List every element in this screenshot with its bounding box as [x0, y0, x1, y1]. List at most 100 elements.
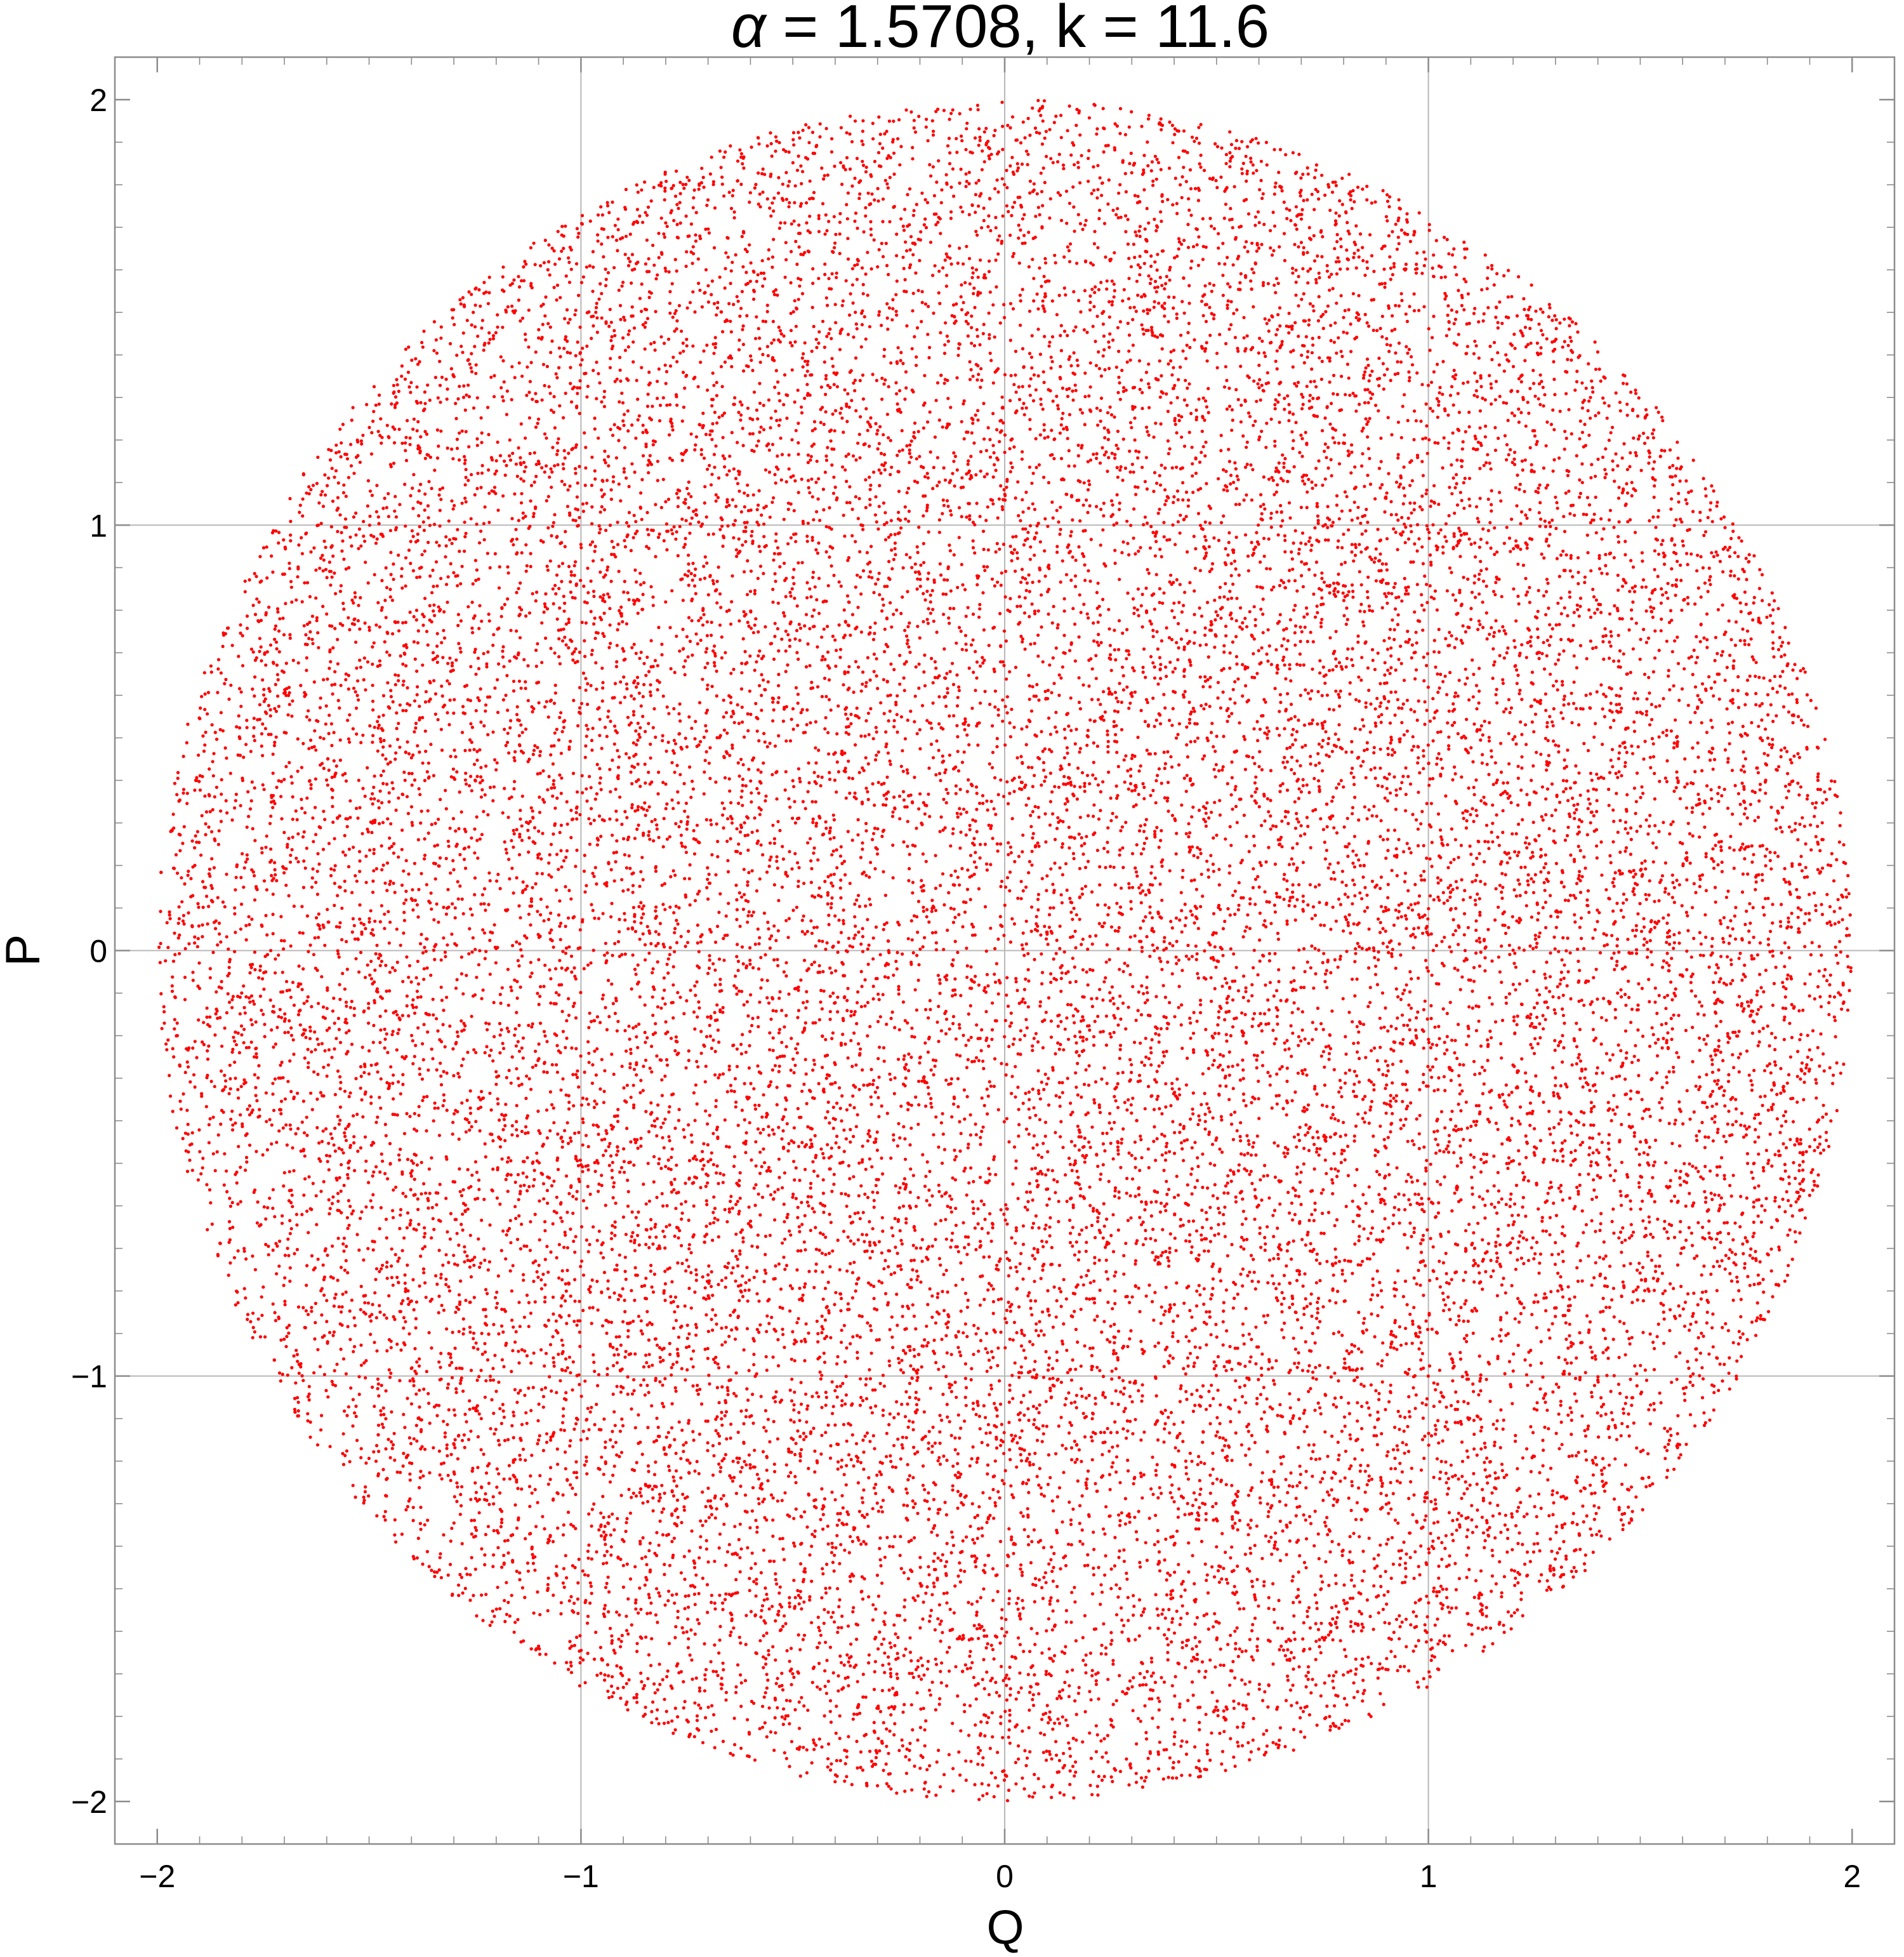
data-point [837, 580, 841, 584]
data-point [1502, 1099, 1506, 1103]
data-point [634, 1494, 638, 1498]
data-point [1634, 934, 1637, 938]
data-point [830, 1146, 833, 1150]
data-point [758, 649, 762, 653]
data-point [1397, 903, 1401, 907]
data-point [1632, 887, 1636, 891]
data-point [761, 1450, 765, 1454]
data-point [600, 1174, 604, 1178]
data-point [1554, 743, 1557, 747]
data-point [1121, 688, 1125, 692]
data-point [986, 225, 990, 229]
data-point [473, 559, 478, 562]
data-point [1452, 858, 1456, 861]
data-point [778, 399, 782, 403]
data-point [1107, 687, 1111, 691]
data-point [860, 985, 864, 988]
data-point [1281, 581, 1286, 585]
data-point [341, 1292, 345, 1296]
data-point [176, 776, 180, 780]
data-point [338, 1075, 342, 1078]
data-point [1061, 1146, 1065, 1150]
data-point [1661, 1292, 1665, 1296]
data-point [1358, 543, 1361, 547]
data-point [1132, 606, 1136, 610]
data-point [842, 166, 845, 169]
data-point [784, 961, 788, 965]
data-point [1155, 1607, 1159, 1611]
data-point [982, 1104, 986, 1108]
data-point [665, 705, 669, 709]
data-point [369, 959, 373, 964]
data-point [1392, 1346, 1396, 1350]
data-point [458, 790, 461, 794]
data-point [1337, 723, 1341, 727]
data-point [751, 1486, 755, 1490]
data-point [1525, 546, 1529, 550]
data-point [1107, 315, 1111, 319]
data-point [1313, 1341, 1317, 1345]
data-point [385, 650, 389, 654]
data-point [405, 1004, 409, 1008]
data-point [1275, 367, 1279, 371]
data-point [1809, 698, 1813, 703]
data-point [1048, 733, 1052, 736]
data-point [414, 726, 418, 730]
data-point [1821, 1103, 1825, 1107]
data-point [1511, 1548, 1514, 1551]
data-point [1494, 1240, 1498, 1244]
data-point [1137, 1286, 1140, 1290]
data-point [418, 705, 421, 708]
data-point [892, 119, 896, 123]
data-point [762, 428, 766, 432]
data-point [538, 1652, 542, 1656]
data-point [1641, 1508, 1644, 1511]
data-point [1589, 1164, 1593, 1167]
data-point [1560, 1287, 1564, 1291]
data-point [1097, 350, 1101, 354]
data-point [1143, 515, 1147, 519]
data-point [1002, 1452, 1006, 1456]
data-point [636, 738, 640, 742]
data-point [824, 1390, 828, 1395]
data-point [589, 609, 593, 614]
data-point [937, 1456, 941, 1459]
data-point [746, 1014, 750, 1018]
data-point [922, 514, 925, 518]
data-point [1057, 520, 1061, 524]
data-point [294, 598, 298, 602]
data-point [1132, 1604, 1136, 1609]
data-point [1561, 680, 1564, 684]
data-point [474, 1120, 478, 1124]
data-point [515, 1526, 519, 1530]
data-point [545, 905, 549, 909]
data-point [1134, 803, 1138, 807]
data-point [173, 931, 176, 935]
data-point [1310, 192, 1314, 196]
data-point [1429, 499, 1433, 503]
data-point [1525, 846, 1529, 850]
data-point [1351, 1368, 1354, 1372]
data-point [1636, 745, 1640, 749]
data-point [1420, 593, 1424, 597]
data-point [1014, 496, 1017, 500]
data-point [773, 385, 777, 389]
data-point [1102, 980, 1106, 984]
data-point [1281, 1106, 1285, 1110]
data-point [401, 662, 405, 666]
data-point [777, 649, 781, 653]
data-point [592, 875, 596, 879]
data-point [889, 361, 893, 365]
data-point [477, 1237, 480, 1241]
data-point [463, 483, 467, 487]
data-point [210, 1222, 214, 1226]
data-point [1080, 1275, 1083, 1279]
data-point [1623, 820, 1628, 824]
data-point [426, 383, 430, 387]
data-point [1562, 790, 1566, 793]
data-point [714, 873, 718, 877]
data-point [606, 715, 610, 719]
data-point [310, 876, 314, 880]
data-point [1723, 1267, 1727, 1271]
data-point [826, 303, 830, 307]
